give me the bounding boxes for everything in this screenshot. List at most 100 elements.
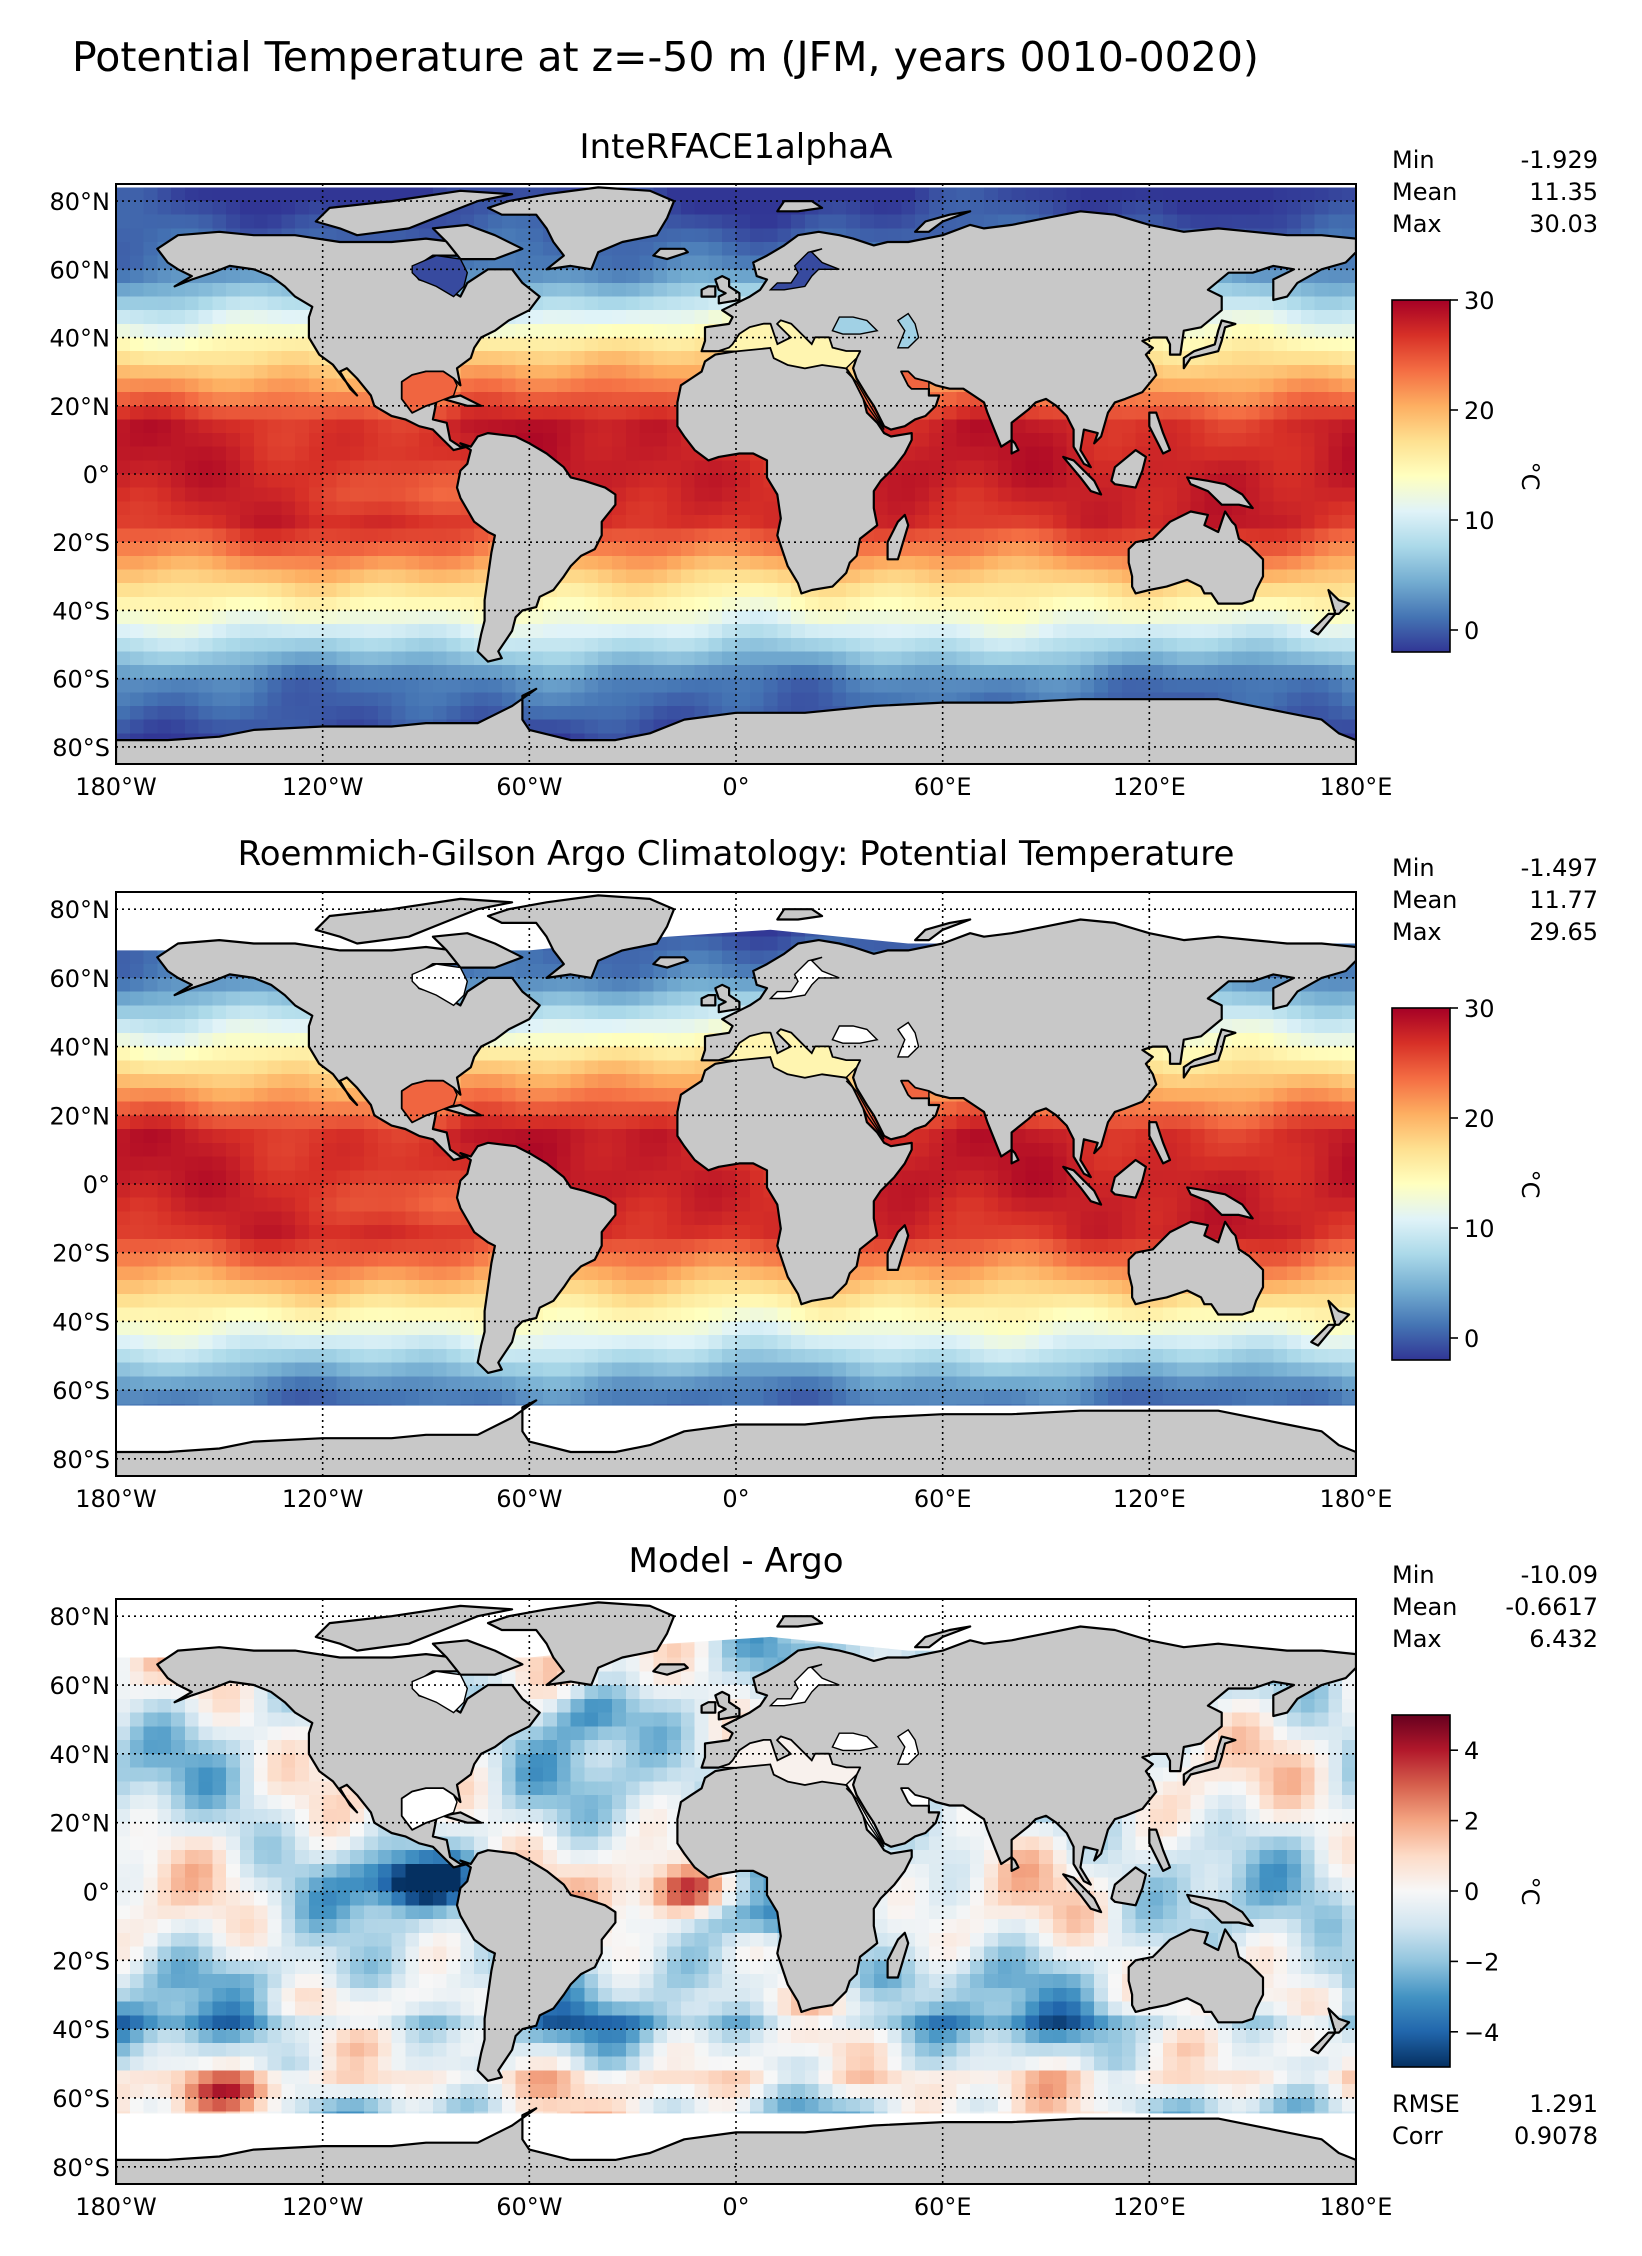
land-layer: [116, 186, 1356, 764]
map-area: [116, 892, 1356, 1476]
x-tick-label: 180°W: [75, 1485, 157, 1513]
sea-baltic-sea: [768, 1663, 840, 1707]
colorbar-tick-label: 0: [1464, 617, 1479, 645]
y-tick-label: 60°N: [50, 1672, 111, 1700]
land-novaya-zemlya: [913, 210, 972, 233]
colorbar-label: °C: [1516, 462, 1544, 491]
land-antarctica: [116, 687, 1356, 764]
sea-black-sea: [831, 1025, 879, 1044]
sea-red-sea: [845, 1787, 885, 1848]
land-madagascar: [886, 513, 910, 561]
land-greenland: [486, 1601, 676, 1687]
land-cuba: [442, 394, 483, 407]
land-cuba: [442, 1103, 483, 1117]
land-borneo: [1110, 449, 1148, 489]
land-british-isles: [714, 1690, 741, 1721]
colorbar: [1391, 299, 1451, 653]
colorbar-tick-label: 30: [1464, 995, 1495, 1023]
y-tick-label: 20°S: [52, 529, 110, 557]
stat-value: -1.497: [1521, 854, 1598, 882]
sea-hudson-bay: [411, 963, 469, 1007]
x-tick-label: 60°E: [914, 773, 972, 801]
colorbar-tick-label: 4: [1464, 1737, 1479, 1765]
colorbar-tick-label: −4: [1464, 2019, 1499, 2047]
y-tick-label: 80°N: [50, 1603, 111, 1631]
sea-persian-gulf: [900, 370, 930, 390]
map-area: [116, 184, 1356, 764]
y-tick-label: 60°S: [52, 666, 110, 694]
colorbar-tick-label: 10: [1464, 1215, 1495, 1243]
colorbar: [1391, 1007, 1451, 1361]
x-tick-label: 180°W: [75, 773, 157, 801]
stat-label: Min: [1392, 1561, 1435, 1589]
land-greenland: [486, 894, 676, 980]
figure-title: Potential Temperature at z=-50 m (JFM, y…: [72, 33, 1259, 81]
sea-hudson-bay: [411, 254, 469, 298]
x-tick-label: 60°W: [496, 2193, 562, 2221]
stat-value: 11.77: [1529, 886, 1598, 914]
land-new-zealand: [1310, 1299, 1351, 1347]
sea-black-sea: [831, 1732, 879, 1752]
land-greenland: [486, 186, 676, 271]
sea-gulf-of-mexico: [401, 1787, 458, 1831]
land-south-america: [455, 432, 617, 663]
x-tick-label: 180°E: [1320, 773, 1393, 801]
land-sumatra: [1062, 1873, 1103, 1914]
land-borneo: [1110, 1866, 1148, 1907]
stat-value: 30.03: [1529, 210, 1598, 238]
sea-caspian-sea: [896, 1021, 920, 1058]
stat-label: RMSE: [1392, 2090, 1460, 2118]
land-japan: [1182, 319, 1237, 370]
land-canadian-arctic: [314, 1604, 514, 1652]
panel-model: InteRFACE1alphaA Min -1.929 Mean 11.35 Max 30.…: [50, 127, 1599, 801]
y-tick-label: 0°: [83, 461, 110, 489]
gridlines: [116, 892, 1356, 1476]
y-tick-label: 20°N: [50, 393, 111, 421]
x-tick-label: 60°E: [914, 1485, 972, 1513]
y-tick-label: 60°N: [50, 256, 111, 284]
x-tick-label: 120°E: [1113, 2193, 1186, 2221]
y-tick-label: 0°: [83, 1879, 110, 1907]
y-tick-label: 80°S: [52, 734, 110, 762]
land-svalbard: [776, 200, 824, 213]
land-sumatra: [1062, 1165, 1103, 1206]
colorbar-tick-label: 30: [1464, 287, 1495, 315]
map-area: [116, 1599, 1356, 2184]
land-eurasia: [700, 918, 1356, 1179]
land-iceland: [652, 1663, 689, 1676]
map-frame: [115, 1598, 1357, 2185]
sea-baltic-sea: [768, 248, 840, 291]
stat-value: 0.9078: [1514, 2122, 1598, 2150]
x-tick-label: 120°W: [282, 1485, 364, 1513]
land-cuba: [442, 1811, 483, 1824]
x-tick-label: 180°E: [1320, 1485, 1393, 1513]
stat-label: Corr: [1392, 2122, 1443, 2150]
y-tick-label: 0°: [83, 1171, 110, 1199]
y-tick-label: 20°S: [52, 1947, 110, 1975]
x-tick-label: 120°W: [282, 2193, 364, 2221]
land-sri-lanka: [1010, 1148, 1020, 1165]
land-new-zealand: [1310, 2007, 1351, 2055]
x-tick-label: 60°E: [914, 2193, 972, 2221]
y-tick-label: 80°N: [50, 896, 111, 924]
sea-gulf-of-mexico: [401, 1080, 458, 1124]
land-japan: [1182, 1028, 1237, 1079]
land-canadian-arctic: [314, 897, 514, 945]
stat-value: -1.929: [1521, 146, 1598, 174]
land-australia: [1127, 1220, 1265, 1316]
stat-label: Mean: [1392, 886, 1457, 914]
y-tick-label: 40°N: [50, 1034, 111, 1062]
colorbar: [1391, 1714, 1451, 2068]
stat-label: Mean: [1392, 178, 1457, 206]
y-tick-label: 80°S: [52, 2154, 110, 2182]
land-south-america: [455, 1849, 617, 2082]
x-tick-label: 180°W: [75, 2193, 157, 2221]
gridlines: [116, 184, 1356, 764]
stat-value: 6.432: [1529, 1625, 1598, 1653]
land-iceland: [652, 956, 689, 969]
y-tick-label: 40°N: [50, 325, 111, 353]
stat-label: Max: [1392, 1625, 1442, 1653]
land-madagascar: [886, 1224, 910, 1272]
land-baffin-island: [431, 1639, 524, 1676]
land-british-isles: [714, 983, 741, 1014]
